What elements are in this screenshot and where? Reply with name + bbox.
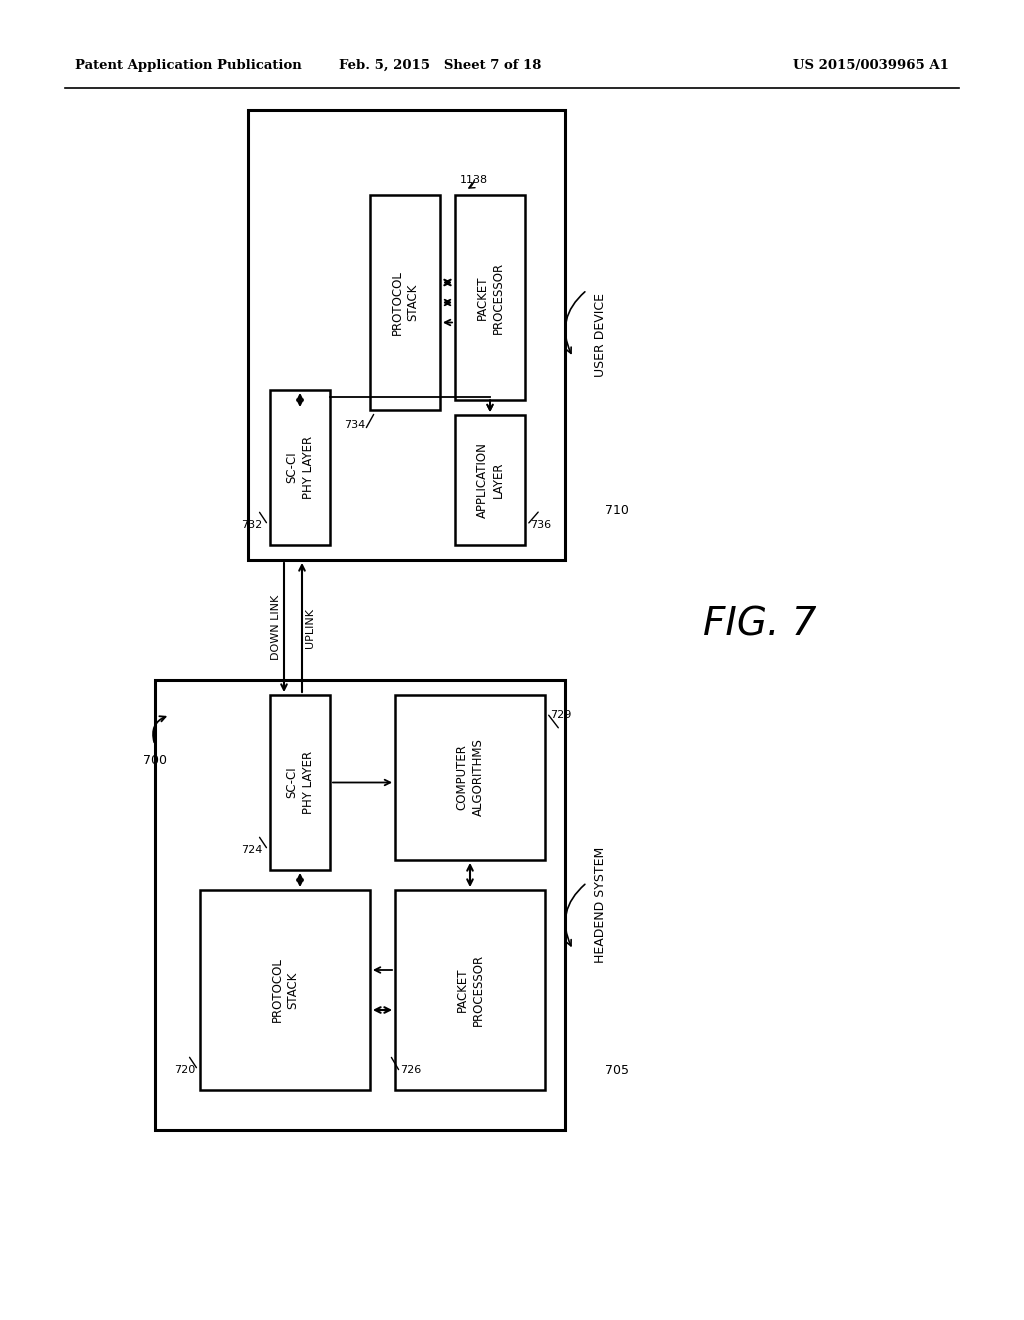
Text: PROTOCOL
STACK: PROTOCOL STACK (390, 271, 420, 335)
Text: 736: 736 (530, 520, 551, 531)
Text: SC-CI
PHY LAYER: SC-CI PHY LAYER (286, 436, 314, 499)
Text: APPLICATION
LAYER: APPLICATION LAYER (475, 442, 505, 517)
Text: UPLINK: UPLINK (305, 607, 315, 648)
Text: HEADEND SYSTEM: HEADEND SYSTEM (594, 847, 606, 964)
Text: PROTOCOL
STACK: PROTOCOL STACK (270, 957, 299, 1023)
Text: 710: 710 (605, 503, 629, 516)
Text: 732: 732 (241, 520, 262, 531)
Text: USER DEVICE: USER DEVICE (594, 293, 606, 378)
Bar (155, 680, 565, 1130)
Bar (270, 696, 330, 870)
Text: 726: 726 (400, 1065, 421, 1074)
Text: 729: 729 (550, 710, 571, 719)
Bar (455, 195, 525, 400)
Text: 734: 734 (344, 420, 365, 430)
Text: 720: 720 (174, 1065, 195, 1074)
Text: FIG. 7: FIG. 7 (703, 606, 817, 644)
Text: 1138: 1138 (460, 176, 488, 185)
Text: Feb. 5, 2015   Sheet 7 of 18: Feb. 5, 2015 Sheet 7 of 18 (339, 58, 542, 71)
Text: COMPUTER
ALGORITHMS: COMPUTER ALGORITHMS (456, 739, 484, 817)
Text: Patent Application Publication: Patent Application Publication (75, 58, 302, 71)
Text: 705: 705 (605, 1064, 629, 1077)
Bar (248, 110, 565, 560)
Bar (395, 890, 545, 1090)
Bar (370, 195, 440, 411)
Text: PACKET
PROCESSOR: PACKET PROCESSOR (456, 954, 484, 1026)
Bar (270, 389, 330, 545)
Text: SC-CI
PHY LAYER: SC-CI PHY LAYER (286, 751, 314, 814)
Bar (395, 696, 545, 861)
Text: 724: 724 (241, 845, 262, 855)
Text: DOWN LINK: DOWN LINK (271, 595, 281, 660)
Text: 700: 700 (143, 754, 167, 767)
Text: PACKET
PROCESSOR: PACKET PROCESSOR (475, 261, 505, 334)
Bar (200, 890, 370, 1090)
Text: US 2015/0039965 A1: US 2015/0039965 A1 (794, 58, 949, 71)
Bar (455, 414, 525, 545)
